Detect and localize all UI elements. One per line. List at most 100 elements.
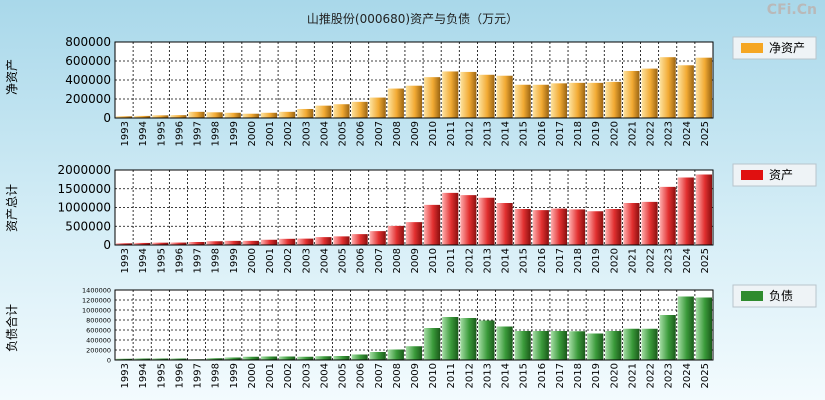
bar-2017: [550, 331, 568, 360]
x-tick-label: 2018: [573, 363, 584, 388]
bar-2006: [351, 354, 368, 360]
bar-2009: [405, 222, 423, 245]
x-tick-label: 2003: [301, 248, 312, 273]
x-tick-label: 1994: [138, 121, 149, 146]
x-tick-label: 2012: [464, 248, 475, 273]
bar-1995: [152, 242, 169, 245]
bar-2016: [532, 210, 549, 245]
x-tick-label: 2017: [555, 121, 566, 146]
bar-2003: [297, 108, 314, 118]
bar-2024: [677, 296, 694, 360]
bar-2014: [496, 326, 513, 360]
x-tick-label: 2024: [682, 121, 693, 146]
x-tick-label: 1993: [120, 248, 131, 273]
x-tick-label: 2014: [501, 248, 512, 273]
bar-2011: [442, 317, 459, 360]
y-tick-label: 500000: [65, 219, 111, 233]
x-tick-label: 2004: [319, 363, 330, 388]
x-tick-label: 2009: [410, 121, 421, 146]
y-axis-label: 资产总计: [5, 184, 19, 232]
bar-1994: [134, 358, 151, 360]
bar-2001: [260, 239, 278, 245]
watermark: CFi.Cn: [766, 2, 817, 18]
x-tick-label: 2006: [356, 248, 367, 273]
x-tick-label: 2022: [646, 248, 657, 273]
bar-2004: [315, 105, 332, 118]
x-tick-label: 2001: [265, 121, 276, 146]
x-tick-label: 2018: [573, 248, 584, 273]
bar-1996: [170, 242, 187, 245]
legend-label-0: 净资产: [769, 41, 805, 55]
y-tick-label: 1400000: [82, 286, 111, 294]
bar-2012: [460, 71, 477, 118]
x-tick-label: 2009: [410, 248, 421, 273]
x-tick-label: 2023: [664, 248, 675, 273]
x-tick-label: 2007: [374, 121, 385, 146]
bar-2002: [279, 356, 296, 360]
bar-1993: [116, 116, 133, 118]
x-tick-label: 2014: [501, 363, 512, 388]
x-tick-label: 2016: [537, 121, 548, 146]
bar-2018: [569, 82, 586, 118]
x-tick-label: 1999: [229, 121, 240, 146]
bar-2022: [641, 328, 658, 360]
x-tick-label: 2003: [301, 121, 312, 146]
x-tick-label: 1994: [138, 248, 149, 273]
bar-2020: [605, 209, 622, 245]
bar-2021: [623, 328, 640, 360]
legend-swatch-0: [741, 43, 763, 53]
x-tick-label: 2000: [247, 121, 258, 146]
x-tick-label: 2024: [682, 363, 693, 388]
x-tick-label: 1993: [120, 121, 131, 146]
x-tick-label: 2008: [392, 363, 403, 388]
bar-2007: [369, 97, 386, 118]
x-tick-label: 2017: [555, 363, 566, 388]
bar-2008: [387, 88, 404, 118]
bar-2009: [405, 346, 423, 360]
x-tick-label: 2023: [664, 121, 675, 146]
x-tick-label: 1995: [156, 248, 167, 273]
bar-2010: [424, 77, 441, 118]
y-tick-label: 0: [103, 238, 111, 252]
x-tick-label: 2004: [319, 121, 330, 146]
x-tick-label: 1997: [193, 248, 204, 273]
bar-2010: [424, 204, 441, 245]
x-tick-label: 2019: [591, 121, 602, 146]
bar-2015: [514, 84, 531, 118]
bar-2022: [641, 68, 658, 118]
x-tick-label: 2024: [682, 248, 693, 273]
bar-1996: [170, 358, 187, 360]
x-tick-label: 2004: [319, 248, 330, 273]
bar-2003: [297, 356, 314, 360]
x-tick-label: 2022: [646, 363, 657, 388]
bar-2021: [623, 203, 640, 245]
x-tick-label: 2009: [410, 363, 421, 388]
x-tick-label: 2007: [374, 248, 385, 273]
bar-2009: [405, 85, 423, 118]
x-tick-label: 2015: [519, 248, 530, 273]
y-tick-label: 2000000: [58, 163, 111, 177]
x-tick-label: 2021: [627, 121, 638, 146]
x-tick-label: 2011: [446, 121, 457, 146]
x-tick-label: 2002: [283, 121, 294, 146]
chart-title: 山推股份(000680)资产与负债（万元）: [306, 12, 519, 26]
bar-2004: [315, 356, 332, 360]
y-tick-label: 1000000: [82, 306, 111, 314]
y-tick-label: 400000: [86, 336, 111, 344]
bar-2014: [496, 203, 513, 245]
bar-2008: [387, 349, 404, 360]
bar-2011: [442, 71, 459, 118]
x-tick-label: 2001: [265, 363, 276, 388]
bar-2011: [442, 192, 459, 245]
bar-1994: [134, 115, 151, 118]
bar-2018: [569, 331, 586, 360]
x-tick-label: 1999: [229, 248, 240, 273]
x-tick-label: 1996: [174, 121, 185, 146]
x-tick-label: 2011: [446, 248, 457, 273]
y-tick-label: 1000000: [58, 201, 111, 215]
x-tick-label: 2014: [501, 121, 512, 146]
x-tick-label: 2025: [700, 363, 711, 388]
plot-frame-1: [114, 169, 714, 246]
bar-2006: [351, 234, 368, 245]
x-tick-label: 2002: [283, 363, 294, 388]
